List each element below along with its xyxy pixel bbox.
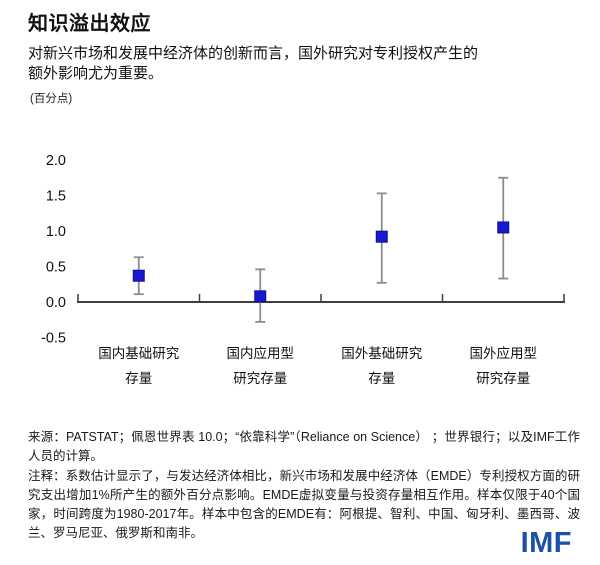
imf-logo: IMF bbox=[520, 527, 572, 559]
y-axis-tick-label: 0.5 bbox=[46, 260, 66, 276]
x-category-label: 研究存量 bbox=[233, 371, 287, 386]
x-category-label: 国外基础研究 bbox=[341, 345, 422, 361]
source-text: 来源：PATSTAT；佩恩世界表 10.0；“依靠科学”（Reliance on… bbox=[28, 430, 580, 463]
y-axis-tick-label: 1.0 bbox=[46, 224, 66, 240]
x-category-label: 国内应用型 bbox=[227, 345, 295, 361]
scatter-errorbar-chart: 2.01.51.00.50.0-0.5国内基础研究存量国内应用型研究存量国外基础… bbox=[41, 153, 565, 386]
y-axis-tick-label: 0.0 bbox=[46, 295, 66, 311]
y-axis-unit-label: (百分点) bbox=[30, 93, 73, 105]
x-category-label: 存量 bbox=[125, 371, 152, 386]
data-point-marker bbox=[254, 290, 267, 303]
data-point-marker bbox=[132, 269, 145, 282]
y-axis-tick-label: 2.0 bbox=[46, 153, 66, 169]
x-category-label: 国外应用型 bbox=[470, 345, 538, 361]
x-category-label: 研究存量 bbox=[476, 371, 530, 386]
x-category-label: 存量 bbox=[368, 371, 395, 386]
data-point-marker bbox=[375, 230, 388, 243]
chart-subtitle: 对新兴市场和发展中经济体的创新而言，国外研究对专利授权产生的额外影响尤为重要。 bbox=[28, 45, 479, 82]
chart-title: 知识溢出效应 bbox=[28, 13, 151, 35]
y-axis-tick-label: -0.5 bbox=[41, 331, 66, 347]
note-text: 注释：系数估计显示了，与发达经济体相比，新兴市场和发展中经济体（EMDE）专利授… bbox=[28, 469, 580, 540]
data-point-marker bbox=[497, 221, 510, 234]
y-axis-tick-label: 1.5 bbox=[46, 189, 66, 205]
x-category-label: 国内基础研究 bbox=[98, 345, 179, 361]
